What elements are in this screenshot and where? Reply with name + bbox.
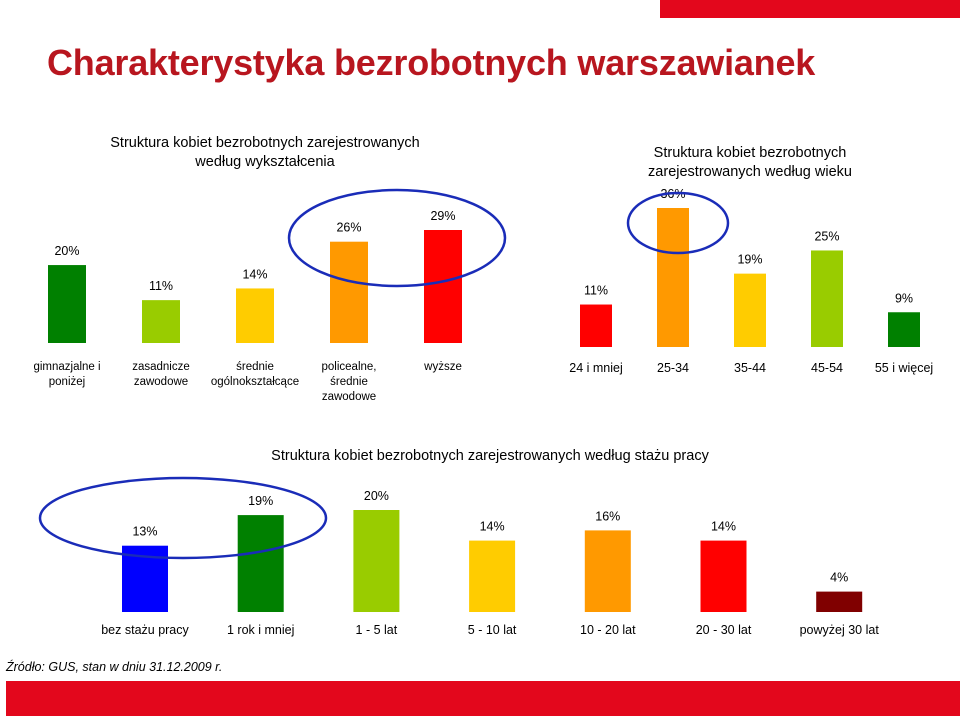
chart-title-line: według wykształcenia	[195, 154, 335, 170]
category-label: 45-54	[787, 361, 867, 376]
category-label-line: średnie	[330, 376, 368, 388]
bar	[888, 312, 920, 347]
bar-value-label: 14%	[711, 520, 736, 534]
category-label-line: wyższe	[424, 361, 462, 373]
category-label: wyższe	[397, 360, 489, 375]
category-label: policealne, średnie zawodowe	[303, 360, 395, 405]
category-label-line: 35-44	[734, 361, 766, 375]
bar-value-label: 16%	[595, 509, 620, 523]
age-chart: Struktura kobiet bezrobotnych zarejestrow…	[550, 140, 950, 400]
education-chart: Struktura kobiet bezrobotnych zarejestro…	[20, 132, 540, 422]
bar	[48, 265, 86, 343]
bar-value-label: 14%	[480, 520, 505, 534]
category-label: gimnazjalne i poniżej	[21, 360, 113, 390]
category-label: 5 - 10 lat	[427, 623, 557, 638]
chart-title-line: zarejestrowanych według wieku	[648, 164, 852, 180]
category-label-line: 20 - 30 lat	[695, 623, 752, 637]
bar	[700, 540, 747, 612]
category-label-line: policealne,	[321, 361, 377, 373]
header-red-bar	[660, 0, 960, 18]
category-label: zasadnicze zawodowe	[115, 360, 207, 390]
bar-value-label: 11%	[149, 279, 173, 293]
category-label-line: zawodowe	[133, 376, 189, 388]
chart-plot: 13% 19% 20% 14% 16% 14% 4%	[38, 476, 863, 612]
bar	[469, 540, 516, 612]
bar	[816, 591, 863, 612]
category-label-line: 5 - 10 lat	[467, 623, 517, 637]
bar	[353, 510, 400, 612]
bar-value-label: 14%	[242, 267, 267, 281]
bar-value-label: 4%	[830, 571, 848, 585]
category-label-line: poniżej	[48, 376, 86, 388]
category-label-line: 24 i mniej	[569, 361, 623, 375]
bar	[236, 288, 274, 343]
category-label: powyżej 30 lat	[774, 623, 904, 638]
category-label: bez stażu pracy	[80, 623, 210, 638]
bar-value-label: 20%	[54, 244, 79, 258]
source-note: Źródło: GUS, stan w dniu 31.12.2009 r.	[6, 660, 223, 674]
bar-value-label: 11%	[584, 284, 608, 298]
chart-title-line: Struktura kobiet bezrobotnych zarejestro…	[110, 135, 420, 151]
bar-value-label: 9%	[895, 291, 913, 305]
category-label-line: 55 i więcej	[874, 361, 934, 375]
bar-value-label: 19%	[737, 253, 762, 267]
bar	[330, 241, 368, 343]
category-label-line: 45-54	[811, 361, 843, 375]
bar	[734, 273, 766, 347]
chart-title: Struktura kobiet bezrobotnych zarejestro…	[20, 134, 510, 172]
bar	[424, 230, 462, 343]
chart-title-line: Struktura kobiet bezrobotnych zarejestro…	[271, 448, 709, 464]
page-title: Charakterystyka bezrobotnych warszawiane…	[47, 42, 816, 83]
highlight-ellipse	[38, 476, 328, 560]
bar	[237, 515, 284, 612]
category-label: 35-44	[710, 361, 790, 376]
category-label-line: średnie	[236, 361, 274, 373]
bar-value-label: 19%	[248, 494, 273, 508]
bar-value-label: 26%	[336, 221, 361, 235]
category-label-line: gimnazjalne i	[33, 361, 101, 373]
bar-value-label: 29%	[430, 209, 455, 223]
bar	[811, 250, 843, 347]
category-label: 1 - 5 lat	[311, 623, 441, 638]
chart-title-line: Struktura kobiet bezrobotnych	[653, 145, 847, 161]
bar	[142, 300, 180, 343]
category-label-line: 1 - 5 lat	[355, 623, 398, 637]
chart-plot: 11%36%19%25%9%	[580, 187, 920, 347]
bar-value-label: 25%	[814, 229, 839, 243]
category-label-line: 1 rok i mniej	[226, 623, 295, 637]
chart-plot: 20% 11% 14% 26% 29%	[48, 188, 507, 343]
category-label-line: zawodowe	[321, 391, 377, 403]
category-label-line: powyżej 30 lat	[799, 623, 879, 637]
bar	[657, 208, 689, 347]
highlight-ellipse	[287, 188, 507, 288]
bar-value-label: 20%	[364, 489, 389, 503]
category-label-line: 10 - 20 lat	[580, 623, 636, 637]
bar-value-label: 13%	[132, 525, 157, 539]
chart-title: Struktura kobiet bezrobotnych zarejestrow…	[550, 144, 950, 182]
category-label: 55 i więcej	[864, 361, 944, 376]
category-label-line: bez stażu pracy	[101, 623, 189, 637]
highlight-ellipse	[626, 191, 730, 255]
category-label: 25-34	[633, 361, 713, 376]
bar	[584, 530, 631, 612]
footer-red-bar	[6, 681, 960, 716]
category-label: 20 - 30 lat	[659, 623, 789, 638]
category-label-line: zasadnicze	[132, 361, 190, 373]
bar	[580, 304, 612, 347]
category-label: 1 rok i mniej	[196, 623, 326, 638]
category-label-line: 25-34	[657, 361, 689, 375]
category-label: 24 i mniej	[556, 361, 636, 376]
category-label-line: ogólnokształcące	[210, 376, 300, 388]
category-label: średnie ogólnokształcące	[209, 360, 301, 390]
chart-title: Struktura kobiet bezrobotnych zarejestro…	[40, 447, 940, 466]
seniority-chart: Struktura kobiet bezrobotnych zarejestro…	[38, 445, 940, 655]
category-label: 10 - 20 lat	[543, 623, 673, 638]
